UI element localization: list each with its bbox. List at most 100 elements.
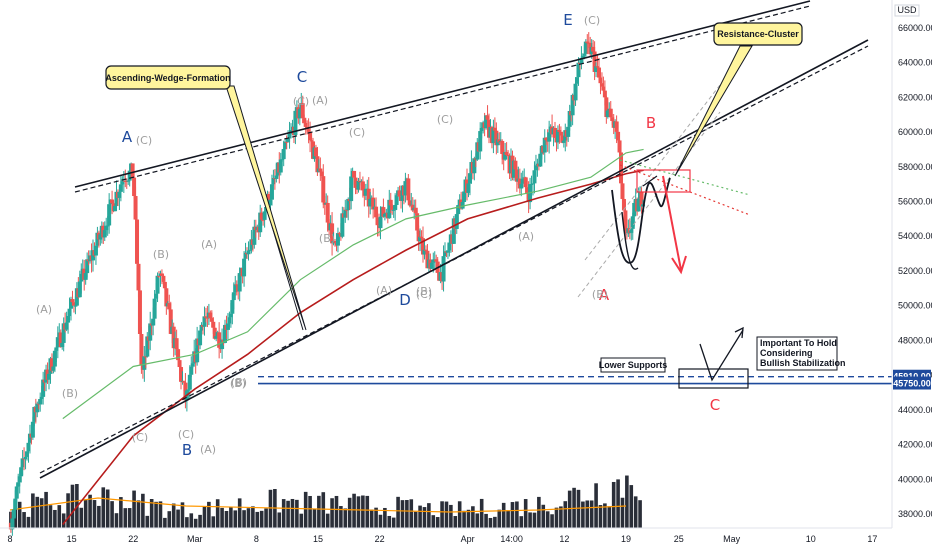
candle-body <box>164 288 169 307</box>
x-tick-label: 25 <box>674 534 684 544</box>
candle-body <box>570 94 575 116</box>
annotations: Ascending-Wedge-Formation Resistance-Clus… <box>105 22 846 373</box>
volume-bar <box>290 498 295 528</box>
candle-body <box>605 110 610 118</box>
candle-body <box>421 238 426 255</box>
arrow-stub <box>642 175 658 187</box>
candle-body <box>20 458 25 468</box>
candle-body <box>297 109 302 119</box>
x-tick-label: 17 <box>867 534 877 544</box>
callout-tail <box>674 45 753 177</box>
y-tick-label: 48000.00 <box>898 335 932 345</box>
wave-label-minor: (C) <box>349 126 365 139</box>
wave-label-minor: (C) <box>136 134 152 147</box>
candle-body <box>39 396 44 400</box>
candle-body <box>555 129 560 143</box>
y-tick-label: 66000.00 <box>898 23 932 33</box>
candle-body <box>189 366 194 375</box>
candle-body <box>410 204 415 211</box>
candle-body <box>246 250 251 255</box>
volume-bar <box>537 496 541 528</box>
candle-body <box>162 281 167 289</box>
candle-body <box>199 324 204 331</box>
x-tick-label: May <box>723 534 741 544</box>
volume-bar <box>66 493 70 528</box>
resistance-cluster-box <box>636 169 691 193</box>
candle-body <box>136 263 141 291</box>
volume-bar <box>220 507 224 528</box>
volume-bar <box>237 498 242 528</box>
candle-body <box>368 198 373 207</box>
volume-bar <box>127 508 132 528</box>
candle-body <box>17 476 22 483</box>
candle-body <box>231 292 236 301</box>
volume-ma-line <box>9 497 627 513</box>
candle-body <box>214 336 219 339</box>
candle-body <box>247 249 252 251</box>
candle-body <box>375 217 380 226</box>
candle-body <box>49 358 54 371</box>
candle-body <box>462 191 467 203</box>
candle-body <box>382 213 387 217</box>
candle-body <box>366 188 371 207</box>
x-tick-label: 8 <box>254 534 259 544</box>
candle-body <box>73 305 78 307</box>
wave-label-major: D <box>399 291 411 309</box>
candle-body <box>30 421 35 438</box>
candle-body <box>575 77 580 84</box>
wave-label-minor: (A) <box>36 303 52 316</box>
wave-label-major: A <box>122 128 133 146</box>
wave-label-minor: (A) <box>312 94 328 107</box>
candle-body <box>547 132 552 142</box>
volume-bar <box>589 500 594 528</box>
candle-body <box>228 313 233 318</box>
candle-body <box>41 379 46 397</box>
volume-bar <box>493 516 497 528</box>
candle-body <box>52 350 57 367</box>
candle-body <box>142 356 147 370</box>
candle-body <box>230 300 235 314</box>
candle-body <box>110 199 115 204</box>
volume-bar <box>61 513 66 528</box>
candle-body <box>346 198 351 211</box>
price-path-projection <box>611 177 671 264</box>
candle-body <box>636 198 641 212</box>
volume-bar <box>510 502 515 528</box>
volume-bar <box>532 512 537 528</box>
candle-body <box>403 181 408 196</box>
x-tick-label: 22 <box>128 534 138 544</box>
candle-body <box>51 366 56 371</box>
x-tick-label: 15 <box>313 534 323 544</box>
candle-body <box>261 219 266 221</box>
candle-body <box>423 249 428 251</box>
wave-label-minor: (C) <box>416 288 432 301</box>
candle-body <box>161 275 166 282</box>
candle-body <box>561 140 566 143</box>
price-label: 45750.00 <box>893 379 931 389</box>
candle-body <box>66 316 71 323</box>
candle-body <box>623 210 628 232</box>
volume-bar <box>26 516 31 528</box>
candle-body <box>451 218 456 244</box>
volume-bar <box>506 510 510 528</box>
x-tick-label: 19 <box>621 534 631 544</box>
candle-body <box>102 230 107 238</box>
candle-body <box>553 127 558 138</box>
candle-body <box>520 178 525 184</box>
wedge-lower-dashed <box>39 45 869 474</box>
candle-body <box>514 169 519 182</box>
candle-body <box>107 204 112 226</box>
volume-bar <box>457 501 462 528</box>
candle-body <box>267 194 272 206</box>
volume-bar <box>545 511 550 528</box>
candle-body <box>286 138 291 142</box>
volume-bar <box>585 500 590 528</box>
candle-body <box>485 115 490 120</box>
lower-supports-box <box>600 357 666 373</box>
volume-bar <box>629 485 634 528</box>
candle-body <box>181 381 186 383</box>
volume-bar <box>396 496 400 528</box>
volume-bar <box>57 505 62 528</box>
volume-bar <box>611 481 616 528</box>
